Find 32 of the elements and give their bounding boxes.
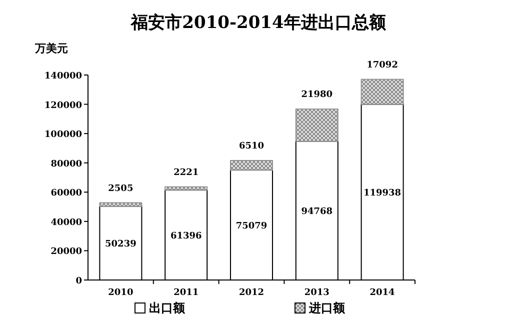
chart-title: 福安市2010-2014年进出口总额	[130, 13, 387, 33]
data-label: 2505	[108, 184, 134, 194]
y-tick-label: 0	[76, 276, 82, 286]
y-tick-label: 40000	[50, 218, 82, 228]
x-tick-label: 2014	[370, 288, 395, 298]
data-label: 94768	[301, 207, 333, 218]
data-label: 50239	[105, 240, 136, 250]
y-tick-label: 80000	[50, 159, 82, 170]
legend-label: 出口额	[149, 301, 186, 315]
bar	[295, 108, 338, 142]
data-label: 6510	[238, 142, 264, 152]
x-tick-label: 2013	[304, 288, 330, 298]
bar	[164, 186, 208, 191]
y-axis-title: 万美元	[34, 42, 68, 55]
legend-label: 进口额	[308, 301, 346, 315]
data-label: 21980	[301, 90, 333, 100]
bar	[230, 160, 273, 171]
data-label: 2221	[174, 168, 199, 178]
bar	[99, 202, 142, 207]
x-tick-label: 2012	[238, 288, 264, 298]
data-label: 75079	[236, 222, 268, 232]
y-tick-label: 120000	[44, 100, 82, 111]
y-tick-label: 100000	[44, 130, 82, 140]
y-tick-label: 60000	[50, 188, 82, 199]
data-label: 17092	[366, 60, 398, 70]
x-tick-label: 2011	[174, 288, 199, 298]
data-label: 119938	[364, 188, 402, 199]
bar	[360, 78, 404, 105]
y-tick-label: 140000	[44, 72, 82, 82]
y-tick-label: 20000	[50, 247, 82, 258]
data-label: 61396	[170, 232, 202, 242]
x-tick-label: 2010	[108, 288, 134, 298]
